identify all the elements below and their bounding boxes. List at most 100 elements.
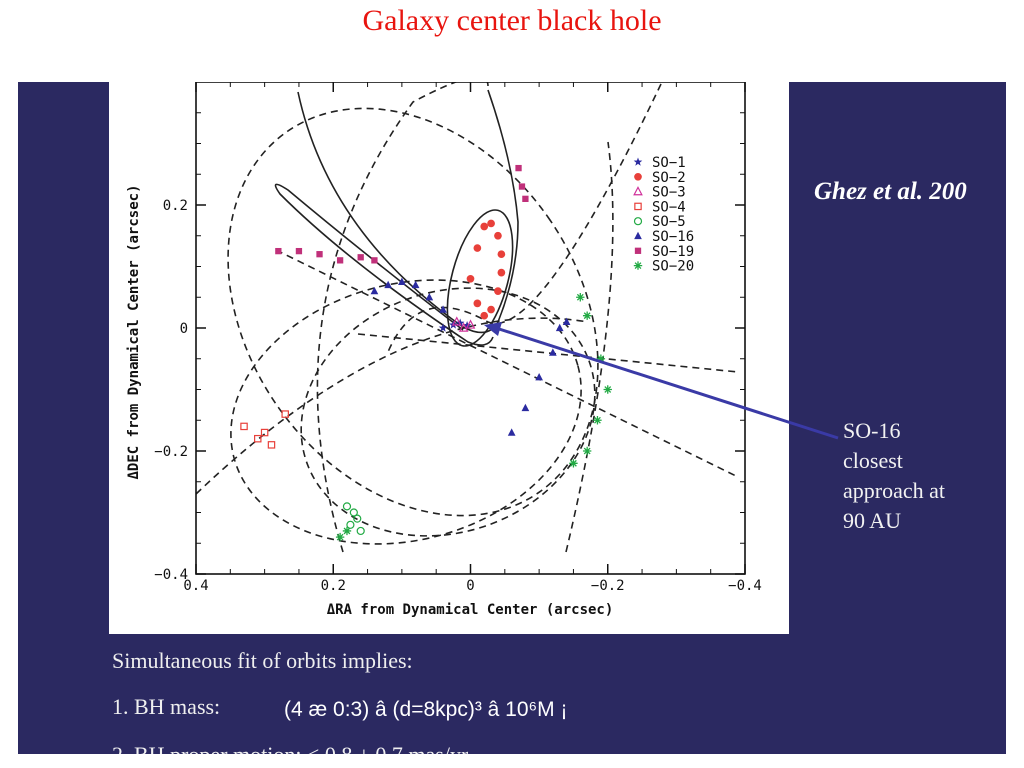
axis-ticks: [195, 82, 746, 575]
data-point: [596, 354, 606, 363]
data-point: [260, 428, 269, 437]
bh-mass-formula: (4 æ 0:3) â (d=8kpc)³ â 10⁶M ¡: [284, 698, 568, 721]
annotation-line: closest: [843, 448, 903, 473]
data-point: [411, 280, 420, 289]
data-point: [462, 321, 472, 330]
y-tick-label: −0.2: [154, 444, 188, 460]
annotation-line: 90 AU: [843, 508, 902, 533]
y-tick-label: −0.4: [154, 567, 188, 583]
legend-label: SO−16: [652, 229, 694, 245]
orbit-solid-2: [274, 183, 494, 346]
annotation-arrow-line: [495, 326, 839, 440]
data-point: [480, 311, 489, 320]
legend-label: SO−4: [652, 199, 686, 215]
data-point: [267, 441, 276, 449]
annotation-line: approach at: [843, 478, 945, 503]
data-point: [569, 459, 578, 468]
legend-marker: [634, 172, 642, 181]
chart: 0.4 0.2 0 −0.2 −0.4 −0.4 −0.2 0 0.2 ΔRA from Dy…: [109, 82, 839, 634]
data-point: [281, 410, 289, 418]
legend-marker: [633, 261, 643, 270]
data-point: [593, 416, 602, 425]
data-point: [342, 502, 352, 511]
slide-title: Galaxy center black hole: [362, 4, 662, 37]
x-tick-label: −0.4: [728, 578, 762, 594]
legend-marker: [633, 186, 643, 196]
data-point: [603, 385, 612, 394]
data-point: [336, 257, 344, 264]
data-point: [370, 286, 379, 295]
data-point: [576, 293, 585, 302]
data-point: [353, 514, 362, 523]
x-tick-labels: 0.4 0.2 0 −0.2 −0.4: [183, 578, 762, 594]
dark-panel: 0.4 0.2 0 −0.2 −0.4 −0.4 −0.2 0 0.2 ΔRA from Dy…: [18, 82, 1006, 754]
data-point: [425, 293, 434, 301]
data-point: [335, 532, 345, 542]
bh-mass-label: 1. BH mass:: [112, 694, 221, 719]
data-point: [346, 520, 355, 529]
orbit-dashed-4: [316, 82, 489, 553]
orbit-dashed-6: [275, 249, 739, 478]
legend-marker: [633, 217, 643, 226]
data-point: [316, 251, 323, 258]
y-axis-label: ΔDEC from Dynamical Center (arcsec): [126, 184, 142, 479]
data-point: [507, 428, 516, 436]
x-tick-label: 0.4: [183, 578, 208, 594]
data-point: [480, 222, 489, 231]
data-point: [487, 219, 495, 228]
data-point: [494, 231, 502, 240]
data-point: [473, 244, 482, 252]
data-points: [240, 164, 612, 542]
plot-paper: [109, 82, 789, 634]
data-point: [522, 195, 529, 202]
legend-marker: [634, 202, 642, 211]
legend-label: SO−20: [652, 259, 694, 275]
orbit-dashed-8: [195, 317, 589, 495]
annotation-line: SO-16: [843, 418, 901, 443]
data-point: [384, 280, 392, 289]
legend-label: SO−3: [652, 185, 686, 201]
x-tick-label: 0: [466, 578, 474, 594]
data-point: [549, 348, 557, 356]
data-point: [455, 318, 465, 327]
legend-label: SO−1: [652, 155, 686, 171]
orbit-dashed-7: [357, 333, 739, 373]
data-point: [497, 250, 506, 259]
data-point: [275, 247, 282, 255]
data-point: [466, 274, 475, 283]
y-tick-label: 0: [180, 321, 188, 337]
data-point: [582, 311, 592, 320]
annotation-text: SO-16 closest approach at 90 AU: [843, 416, 945, 536]
x-axis-label: ΔRA from Dynamical Center (arcsec): [327, 602, 614, 618]
data-point: [494, 287, 502, 295]
data-point: [555, 323, 564, 332]
legend-marker: [634, 231, 642, 240]
orbit-dashed-1: [227, 107, 599, 517]
data-point: [240, 422, 248, 431]
data-point: [521, 403, 530, 412]
orbit-dashed-5: [387, 83, 662, 353]
x-tick-label: 0.2: [321, 578, 346, 594]
data-point: [438, 323, 448, 332]
y-tick-label: 0.2: [163, 198, 188, 214]
legend-label: SO−5: [652, 214, 686, 230]
legend-label: SO−19: [652, 244, 694, 260]
data-point: [473, 299, 482, 308]
data-point: [439, 305, 447, 313]
data-point: [518, 183, 526, 190]
data-point: [515, 164, 522, 172]
data-point: [487, 305, 495, 314]
data-point: [451, 316, 462, 326]
data-point: [371, 257, 378, 264]
data-point: [465, 319, 476, 329]
data-point: [342, 526, 352, 536]
bh-proper-motion-partial: 2. BH proper motion: < 0.8 ± 0.7 mas/yr: [112, 740, 468, 754]
data-point: [357, 254, 364, 261]
data-point: [295, 247, 303, 255]
x-tick-label: −0.2: [591, 578, 625, 594]
orbit-solid-3: [446, 209, 514, 347]
data-point: [349, 508, 358, 517]
annotation-arrowhead: [484, 322, 502, 336]
data-point: [582, 446, 592, 456]
